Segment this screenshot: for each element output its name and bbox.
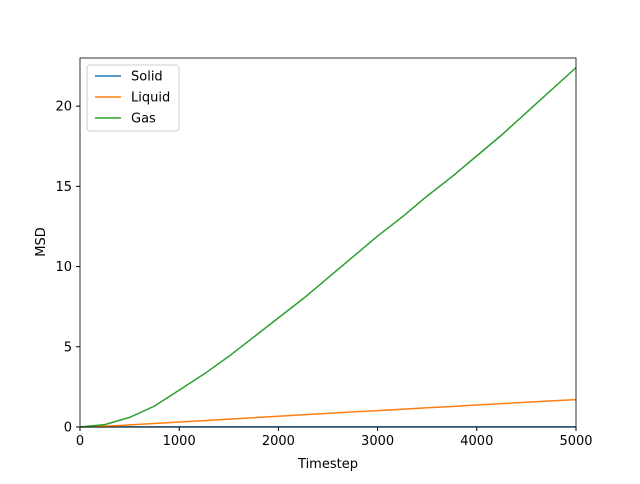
y-tick-label: 20 xyxy=(55,100,72,115)
legend-label: Gas xyxy=(131,112,156,127)
legend-label: Liquid xyxy=(131,91,170,106)
y-tick-label: 0 xyxy=(64,421,72,436)
x-tick-label: 1000 xyxy=(163,434,196,449)
x-axis-label: Timestep xyxy=(297,457,358,472)
y-tick-label: 5 xyxy=(64,340,72,355)
x-tick-label: 0 xyxy=(76,434,84,449)
series-line xyxy=(80,400,576,427)
legend-label: Solid xyxy=(131,70,163,85)
y-tick-label: 10 xyxy=(55,260,72,275)
x-tick-label: 4000 xyxy=(460,434,493,449)
x-tick-label: 2000 xyxy=(262,434,295,449)
x-tick-label: 3000 xyxy=(361,434,394,449)
y-axis-label: MSD xyxy=(34,227,49,256)
x-tick-label: 5000 xyxy=(559,434,592,449)
y-tick-label: 15 xyxy=(55,180,72,195)
